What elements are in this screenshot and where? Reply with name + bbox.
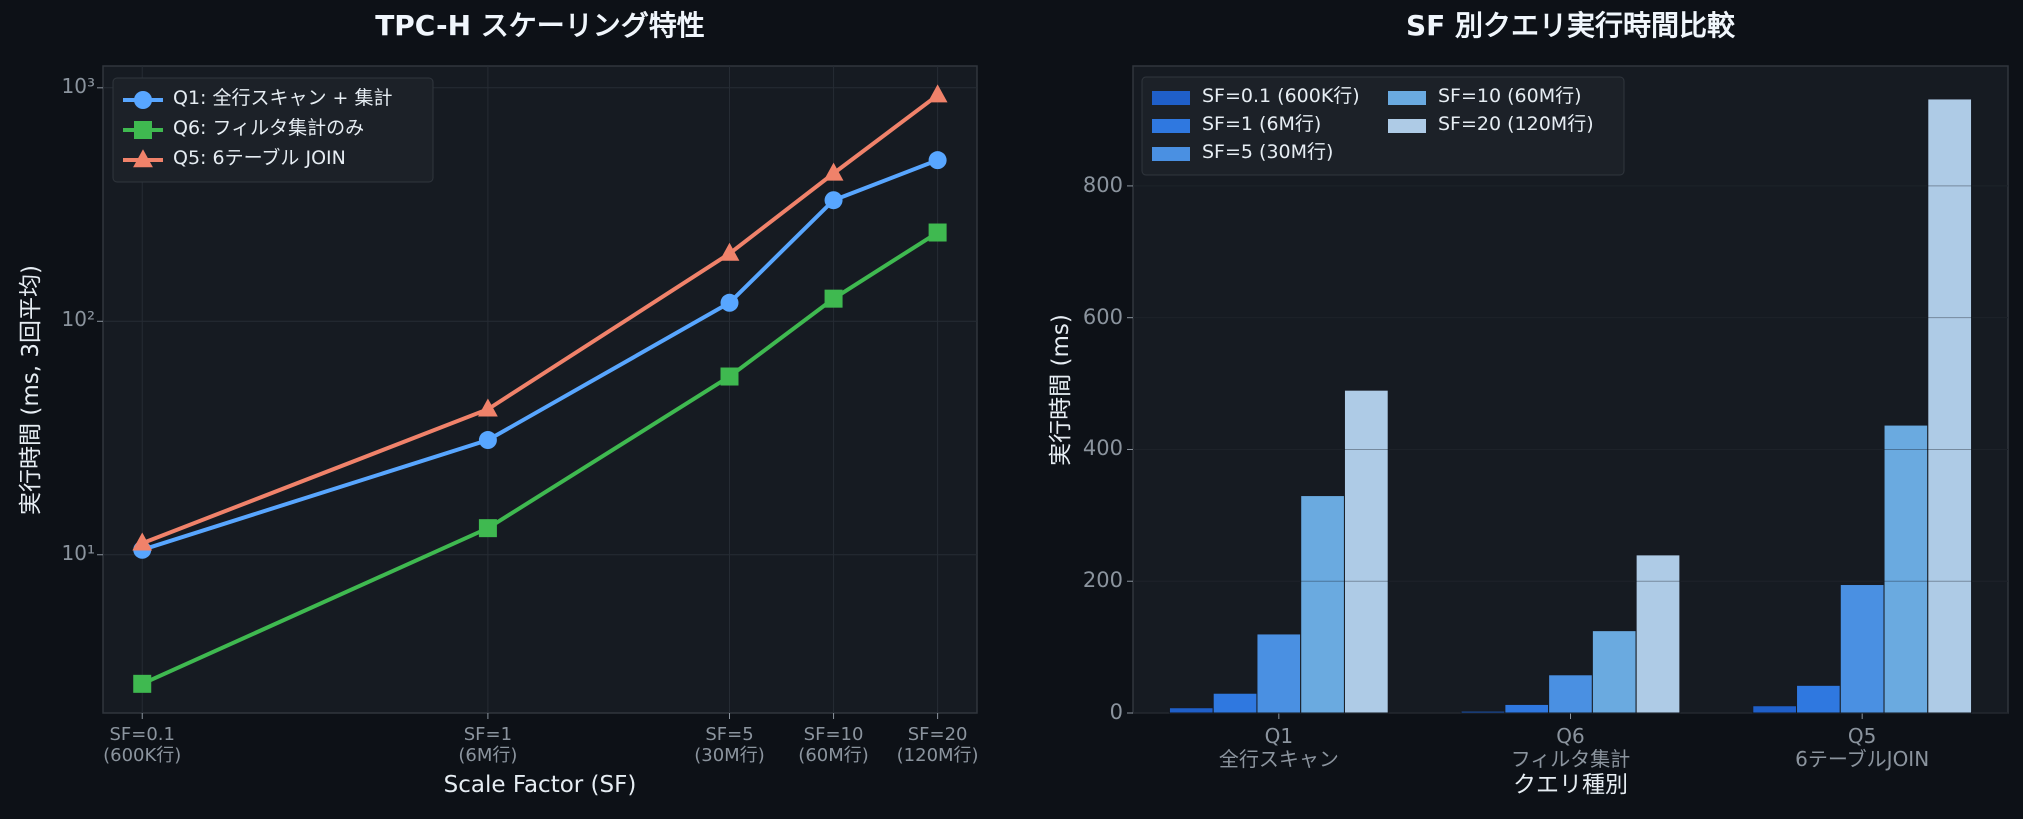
marker [134, 121, 152, 139]
chart-title: SF 別クエリ実行時間比較 [1405, 9, 1736, 42]
bar [1635, 554, 1681, 714]
x-tick-label: SF=5 (30M行) [694, 724, 765, 766]
bar [1927, 98, 1973, 714]
marker [927, 84, 948, 103]
y-tick-label: 600 [1082, 304, 1123, 329]
bar [1839, 584, 1885, 714]
x-tick-label: Q6 フィルタ集計 [1510, 724, 1631, 771]
legend-label: SF=5 (30M行) [1202, 141, 1334, 163]
bar [1591, 630, 1637, 714]
marker [133, 149, 153, 168]
marker [823, 162, 844, 181]
legend-label: SF=10 (60M行) [1438, 85, 1582, 107]
bar [1256, 633, 1302, 714]
legend-label: SF=0.1 (600K行) [1202, 85, 1360, 107]
marker [477, 398, 498, 417]
legend-swatch [1388, 119, 1426, 133]
marker [720, 367, 739, 386]
x-tick-label: SF=10 (60M行) [798, 724, 869, 766]
marker [478, 431, 497, 450]
legend-label: Q5: 6テーブル JOIN [173, 147, 346, 169]
x-tick-label: Q1 全行スキャン [1218, 724, 1339, 771]
x-tick-label: SF=1 (6M行) [458, 724, 518, 766]
legend-swatch [1388, 91, 1426, 105]
bar [1548, 674, 1593, 714]
legend-label: SF=1 (6M行) [1202, 113, 1322, 135]
y-tick-label: 10¹ [61, 540, 95, 565]
y-axis-label: 実行時間 (ms, 3回平均) [17, 264, 44, 515]
x-tick-label: Q5 6テーブルJOIN [1795, 724, 1930, 771]
y-tick-label: 0 [1109, 700, 1123, 724]
marker [719, 242, 740, 261]
x-tick-label: SF=20 (120M行) [896, 724, 979, 766]
marker [928, 151, 947, 170]
bar [1168, 707, 1214, 714]
marker [133, 674, 152, 693]
y-tick-label: 200 [1082, 568, 1123, 593]
x-tick-label: SF=0.1 (600K行) [103, 724, 182, 766]
legend-label: SF=20 (120M行) [1438, 113, 1594, 135]
legend-box [112, 77, 434, 183]
legend-swatch [1152, 91, 1190, 105]
marker [134, 91, 152, 109]
y-tick-label: 400 [1082, 436, 1123, 461]
marker [132, 532, 153, 551]
x-axis-label: Scale Factor (SF) [443, 772, 637, 798]
legend-swatch [1152, 119, 1190, 133]
y-tick-label: 800 [1082, 172, 1123, 197]
y-tick-label: 10² [61, 307, 95, 332]
marker [824, 191, 843, 210]
legend-label: Q6: フィルタ集計のみ [173, 117, 365, 139]
legend-label: Q1: 全行スキャン + 集計 [173, 87, 393, 109]
bar [1796, 684, 1841, 714]
bar [1212, 692, 1258, 714]
legend-swatch [1152, 147, 1190, 161]
bar [1752, 705, 1798, 714]
marker [824, 289, 843, 308]
y-tick-label: 10³ [61, 73, 95, 98]
legend-box [1141, 76, 1625, 176]
bar [1300, 495, 1345, 714]
chart-title: TPC-H スケーリング特性 [375, 9, 705, 42]
bar [1504, 703, 1550, 714]
marker [478, 519, 497, 538]
x-axis-label: クエリ種別 [1513, 772, 1628, 798]
marker [720, 293, 739, 312]
bar [1883, 424, 1929, 714]
marker [928, 223, 947, 242]
bar [1343, 389, 1389, 714]
